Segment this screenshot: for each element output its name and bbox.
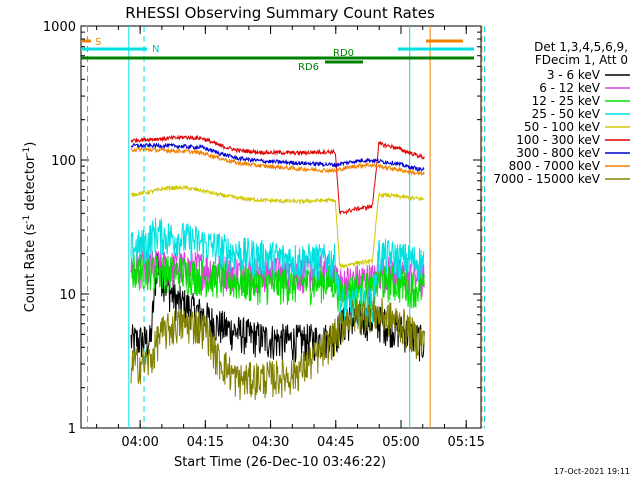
x-tick-label: 04:15 [187, 435, 224, 450]
series-line-5 [130, 134, 425, 216]
legend-label: 6 - 12 keV [539, 81, 601, 95]
x-axis-label: Start Time (26-Dec-10 03:46:22) [174, 455, 386, 470]
y-tick-label: 10 [59, 288, 76, 303]
x-tick-labels: 04:00 04:15 04:30 04:45 05:00 05:15 [121, 435, 485, 450]
series-line-3 [130, 217, 425, 326]
legend-label: 800 - 7000 keV [509, 159, 601, 173]
series-line-7 [130, 147, 425, 177]
rd6-label: RD6 [298, 62, 319, 73]
y-tick-label: 100 [51, 154, 76, 169]
plot-frame [80, 25, 482, 429]
legend-label: 7000 - 15000 keV [493, 172, 600, 186]
legend-label: 300 - 800 keV [516, 146, 600, 160]
legend-header-2: FDecim 1, Att 0 [535, 53, 628, 67]
legend-label: 50 - 100 keV [524, 120, 601, 134]
legend-label: 12 - 25 keV [532, 94, 601, 108]
rd0-label: RD0 [333, 48, 354, 59]
s-flag-label: S [95, 37, 101, 48]
annotation-lines [87, 26, 485, 428]
axis-ticks [81, 26, 481, 429]
legend-label: 3 - 6 keV [547, 68, 601, 82]
series-line-6 [130, 142, 425, 172]
x-tick-label: 04:30 [252, 435, 289, 450]
series-line-8 [130, 296, 425, 401]
series-lines [130, 134, 425, 401]
x-tick-label: 04:45 [317, 435, 354, 450]
legend: Det 1,3,4,5,6,9, FDecim 1, Att 0 3 - 6 k… [493, 40, 630, 186]
x-tick-label: 05:15 [447, 435, 484, 450]
x-tick-label: 05:00 [382, 435, 419, 450]
y-tick-label: 1 [68, 422, 76, 437]
footer-timestamp: 17-Oct-2021 19:11 [554, 467, 630, 476]
y-axis-label: Count Rate (s-1 detector-1) [22, 142, 38, 313]
y-tick-labels: 1 10 100 1000 [43, 20, 76, 437]
x-tick-label: 04:00 [121, 435, 158, 450]
legend-label: 100 - 300 keV [516, 133, 600, 147]
legend-header-1: Det 1,3,4,5,6,9, [534, 40, 628, 54]
legend-label: 25 - 50 keV [532, 107, 601, 121]
status-bars: S N RD0 RD6 [81, 37, 474, 73]
y-tick-label: 1000 [43, 20, 76, 35]
n-flag-label: N [152, 44, 159, 55]
series-line-4 [130, 184, 425, 270]
chart-title: RHESSI Observing Summary Count Rates [125, 4, 435, 22]
